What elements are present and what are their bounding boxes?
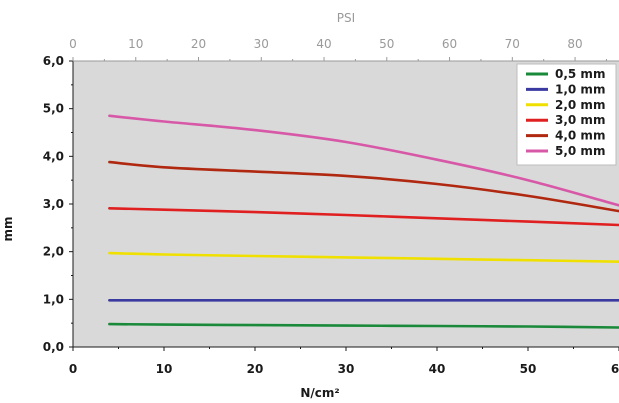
top-tick-label: 20 [191, 37, 206, 51]
x-tick-label: 30 [338, 362, 355, 376]
x-tick-label: 50 [520, 362, 537, 376]
series-lines [108, 114, 619, 329]
y-tick-label: 2,0 [43, 245, 64, 259]
y-tick-label: 6,0 [43, 54, 64, 68]
y-axis-title: mm [1, 216, 15, 241]
axis-ticks: 0 10 20 30 40 50 6 0,0 1,0 2,0 3,0 4,0 5,0 6,0 0 10 20 30… [43, 37, 619, 376]
y-tick-label: 0,0 [43, 340, 64, 354]
y-tick-label: 4,0 [43, 149, 64, 163]
top-tick-label: 80 [567, 37, 582, 51]
top-tick-label: 50 [379, 37, 394, 51]
top-tick-label: 70 [505, 37, 520, 51]
y-tick-label: 3,0 [43, 197, 64, 211]
legend-label-1: 1,0 mm [555, 82, 605, 96]
x-tick-label: 40 [429, 362, 446, 376]
top-tick-label: 30 [254, 37, 269, 51]
series-line-4 [108, 160, 619, 213]
legend-label-3: 3,0 mm [555, 113, 605, 127]
x-tick-label: 10 [156, 362, 173, 376]
x-tick-label: 0 [69, 362, 77, 376]
y-tick-label: 1,0 [43, 292, 64, 306]
series-line-2 [108, 251, 619, 263]
legend-label-0: 0,5 mm [555, 67, 605, 81]
top-axis-title: PSI [337, 11, 355, 25]
series-line-3 [108, 207, 619, 227]
legend-label-2: 2,0 mm [555, 98, 605, 112]
series-line-5 [108, 114, 619, 207]
legend-box [516, 63, 617, 166]
top-tick-label: 0 [69, 37, 77, 51]
legend-label-5: 5,0 mm [555, 144, 605, 158]
y-tick-label: 5,0 [43, 102, 64, 116]
legend: 0,5 mm1,0 mm 2,0 mm3,0 mm 4,0 mm5,0 mm [516, 63, 617, 166]
top-tick-label: 60 [442, 37, 457, 51]
top-tick-label: 10 [128, 37, 143, 51]
top-tick-label: 40 [316, 37, 331, 51]
legend-label-4: 4,0 mm [555, 129, 605, 143]
x-tick-label: 6 [611, 362, 619, 376]
series-line-0 [108, 322, 619, 329]
x-tick-label: 20 [247, 362, 264, 376]
x-axis-title: N/cm² [300, 386, 339, 400]
